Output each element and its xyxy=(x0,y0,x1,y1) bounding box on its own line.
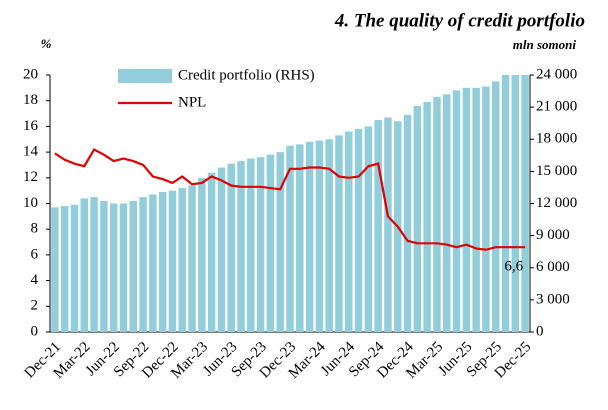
bar xyxy=(109,203,118,332)
bar xyxy=(315,140,324,332)
bar xyxy=(335,135,343,332)
bar xyxy=(472,87,480,332)
y2-tick-label: 15 000 xyxy=(536,163,577,179)
legend-label: Credit portfolio (RHS) xyxy=(178,67,315,83)
bar xyxy=(256,157,265,332)
bar xyxy=(158,191,167,332)
y-tick-label: 16 xyxy=(23,118,39,134)
bar xyxy=(511,75,520,332)
bar xyxy=(374,119,382,332)
bar xyxy=(168,190,177,332)
bar xyxy=(90,197,98,332)
bar xyxy=(100,200,108,332)
y-tick-label: 12 xyxy=(23,169,38,185)
y-tick-label: 6 xyxy=(31,246,39,262)
bar xyxy=(51,207,59,332)
bar xyxy=(325,139,333,332)
y2-tick-label: 21 000 xyxy=(536,99,577,115)
bar xyxy=(443,94,451,333)
bar xyxy=(413,105,422,332)
bar xyxy=(80,198,89,332)
legend-label: NPL xyxy=(178,94,206,110)
y2-tick-label: 9 000 xyxy=(536,227,570,243)
bar xyxy=(227,163,235,332)
y-tick-label: 8 xyxy=(31,221,39,237)
y-tick-label: 10 xyxy=(23,195,38,211)
legend-swatch xyxy=(118,69,172,83)
bar xyxy=(296,144,304,332)
y-tick-label: 2 xyxy=(31,298,39,314)
bar xyxy=(247,158,255,332)
y2-tick-label: 24 000 xyxy=(536,66,577,82)
y-tick-label: 20 xyxy=(23,66,38,82)
bar xyxy=(354,128,363,332)
bar xyxy=(237,161,245,332)
bar xyxy=(139,197,147,332)
y2-tick-label: 0 xyxy=(536,323,544,339)
bar xyxy=(276,152,284,332)
y-axis-label: % xyxy=(41,36,52,51)
bar xyxy=(188,185,196,332)
bar xyxy=(462,87,471,332)
y-tick-label: 14 xyxy=(23,144,39,160)
bar xyxy=(364,126,373,333)
y2-tick-label: 6 000 xyxy=(536,259,570,275)
bar xyxy=(119,203,128,332)
chart-title: 4. The quality of credit portfolio xyxy=(334,10,585,31)
bar xyxy=(423,101,431,332)
bar xyxy=(178,188,186,332)
bar xyxy=(521,75,529,332)
bar xyxy=(60,206,69,332)
bar xyxy=(384,117,392,332)
bar xyxy=(70,204,79,332)
bar xyxy=(433,96,441,332)
y-tick-label: 18 xyxy=(23,92,38,108)
bar xyxy=(286,145,294,332)
bar xyxy=(482,86,490,332)
y2-tick-label: 3 000 xyxy=(536,291,570,307)
data-label: 6,6 xyxy=(504,259,523,275)
y-tick-label: 4 xyxy=(31,272,39,288)
y2-tick-label: 12 000 xyxy=(536,195,577,211)
bar xyxy=(305,141,314,332)
y-tick-label: 0 xyxy=(31,323,39,339)
bar xyxy=(266,154,275,332)
bar xyxy=(452,90,461,332)
y2-axis-label: mln somoni xyxy=(513,37,577,52)
bar xyxy=(129,200,137,332)
bar xyxy=(345,131,353,332)
bar xyxy=(149,194,157,332)
bar xyxy=(403,114,412,333)
y2-tick-label: 18 000 xyxy=(536,131,577,147)
bar xyxy=(491,81,500,332)
bar xyxy=(501,75,510,332)
bar xyxy=(198,177,206,332)
line xyxy=(54,148,526,251)
bar xyxy=(217,167,226,332)
bar xyxy=(207,172,216,332)
